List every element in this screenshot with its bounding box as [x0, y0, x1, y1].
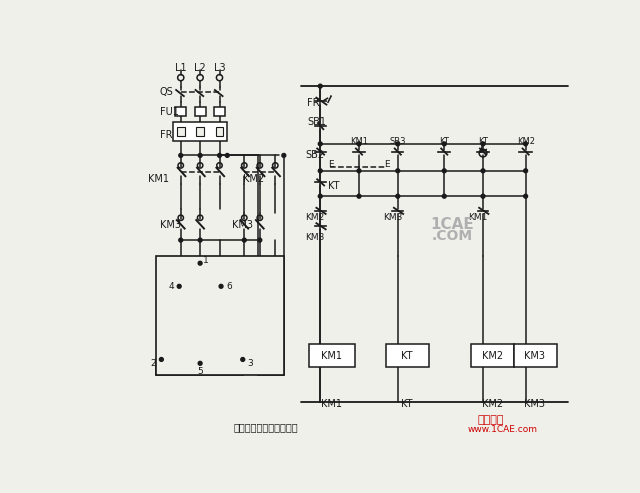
Circle shape [198, 261, 202, 265]
Circle shape [179, 153, 182, 157]
Text: 2: 2 [151, 359, 156, 368]
Circle shape [218, 153, 221, 157]
Text: FR: FR [160, 130, 172, 140]
Circle shape [198, 153, 202, 157]
Text: KT: KT [328, 181, 339, 191]
Text: KM3: KM3 [305, 233, 325, 242]
Text: KM1: KM1 [321, 399, 342, 409]
Text: SB1: SB1 [307, 117, 326, 127]
Circle shape [442, 194, 446, 198]
Bar [195, 107, 205, 116]
Text: L1: L1 [175, 64, 187, 73]
Text: KM2: KM2 [482, 351, 503, 360]
Text: E: E [328, 160, 333, 169]
Circle shape [241, 357, 244, 361]
Circle shape [357, 194, 361, 198]
Text: 1CAE: 1CAE [430, 217, 474, 232]
Circle shape [481, 142, 485, 146]
Bar [214, 107, 225, 116]
Text: E: E [385, 160, 390, 169]
Circle shape [282, 153, 286, 157]
Circle shape [357, 142, 361, 146]
Text: 頂速电动机调速控制线路: 頂速电动机调速控制线路 [234, 422, 298, 432]
Circle shape [225, 153, 229, 157]
Circle shape [198, 361, 202, 365]
Text: KM2: KM2 [516, 137, 534, 146]
Text: FU1: FU1 [160, 106, 179, 116]
Text: KM1: KM1 [148, 174, 169, 183]
Circle shape [318, 142, 322, 146]
Text: 5: 5 [197, 366, 203, 376]
Text: 3: 3 [248, 359, 253, 368]
Text: KM1: KM1 [468, 212, 488, 221]
Text: 4: 4 [168, 282, 174, 291]
Circle shape [396, 142, 400, 146]
Text: KT: KT [478, 137, 488, 146]
Circle shape [481, 169, 485, 173]
Circle shape [524, 194, 527, 198]
Text: KM2: KM2 [243, 174, 264, 183]
Circle shape [396, 169, 400, 173]
Bar [308, 344, 355, 367]
Text: KM1: KM1 [350, 137, 368, 146]
Bar [175, 107, 186, 116]
Text: KM3: KM3 [232, 220, 253, 230]
Text: KM3: KM3 [383, 212, 403, 221]
Text: L3: L3 [214, 64, 225, 73]
Bar [386, 344, 429, 367]
Circle shape [318, 194, 322, 198]
Circle shape [357, 169, 361, 173]
Circle shape [177, 284, 181, 288]
Circle shape [179, 238, 182, 242]
Text: KM1: KM1 [321, 351, 342, 360]
Text: .COM: .COM [431, 229, 472, 243]
Bar [156, 255, 284, 375]
Circle shape [159, 357, 163, 361]
Circle shape [524, 169, 527, 173]
Bar [173, 122, 227, 141]
Text: QS: QS [160, 86, 173, 97]
Text: KT: KT [401, 351, 413, 360]
Text: FR: FR [307, 98, 319, 108]
Text: 6: 6 [226, 282, 232, 291]
Circle shape [442, 142, 446, 146]
Text: KM2: KM2 [305, 212, 324, 221]
Text: KM3: KM3 [160, 220, 181, 230]
Bar [472, 344, 514, 367]
Text: KT: KT [401, 399, 413, 409]
Text: KM3: KM3 [524, 351, 545, 360]
Circle shape [481, 194, 485, 198]
Text: L2: L2 [195, 64, 206, 73]
Text: 1: 1 [204, 256, 209, 265]
Circle shape [318, 84, 322, 88]
Bar [196, 127, 204, 136]
Text: KT: KT [439, 137, 449, 146]
Text: KM3: KM3 [524, 399, 545, 409]
Circle shape [524, 142, 527, 146]
Circle shape [396, 194, 400, 198]
Text: SB3: SB3 [390, 137, 406, 146]
Circle shape [243, 238, 246, 242]
Circle shape [442, 169, 446, 173]
Text: www.1CAE.com: www.1CAE.com [467, 425, 538, 434]
Bar [177, 127, 184, 136]
Circle shape [198, 238, 202, 242]
Text: 仿真在线: 仿真在线 [477, 415, 504, 424]
Bar [216, 127, 223, 136]
Circle shape [258, 238, 262, 242]
Text: SB2: SB2 [305, 150, 324, 160]
Bar [514, 344, 557, 367]
Circle shape [219, 284, 223, 288]
Circle shape [318, 169, 322, 173]
Text: KM2: KM2 [482, 399, 503, 409]
